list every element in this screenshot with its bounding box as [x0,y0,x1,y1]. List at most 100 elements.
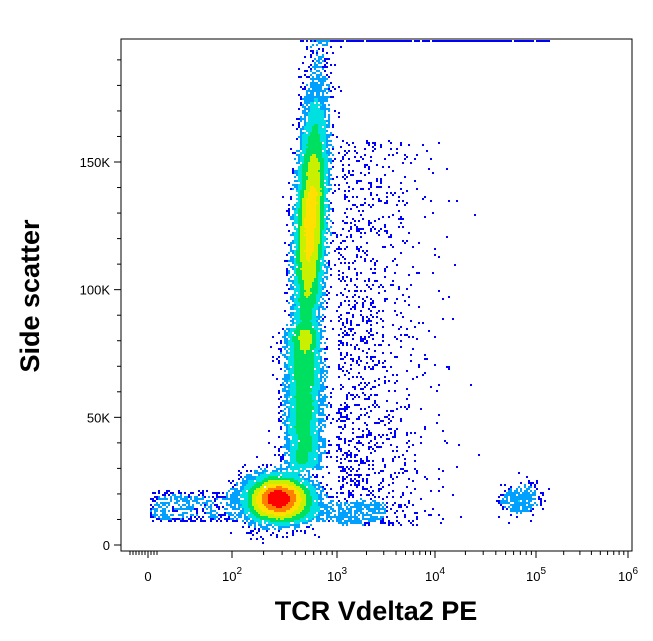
data-point [296,500,298,502]
data-point [290,312,292,314]
data-point [310,104,312,106]
data-point [310,444,312,446]
data-point [302,230,304,232]
data-point [294,452,296,454]
data-point [294,260,296,262]
data-point [302,296,304,298]
data-point [322,408,324,410]
data-point [344,154,346,156]
data-point [320,330,322,332]
data-point [304,376,306,378]
data-point [296,388,298,390]
data-point [298,244,300,246]
data-point [316,110,318,112]
data-point [320,178,322,180]
data-point [510,488,512,490]
data-point [328,506,330,508]
data-point [312,338,314,340]
data-point [294,302,296,304]
data-point [298,474,300,476]
data-point [266,526,268,528]
data-point [284,346,286,348]
data-point [320,402,322,404]
data-point [310,324,312,326]
data-point [304,372,306,374]
data-point [290,444,292,446]
data-point [292,298,294,300]
data-point [328,122,330,124]
data-point [308,220,310,222]
data-point [262,516,264,518]
data-point [288,386,290,388]
data-point [316,494,318,496]
data-point [310,110,312,112]
data-point [314,322,316,324]
data-point [316,88,318,90]
data-point [300,234,302,236]
data-point [240,504,242,506]
data-point [312,262,314,264]
data-point [318,168,320,170]
data-point [290,498,292,500]
data-point [304,422,306,424]
data-point [368,168,370,170]
data-point [304,448,306,450]
data-point [306,154,308,156]
data-point [286,434,288,436]
data-point [324,252,326,254]
data-point [322,220,324,222]
data-point [362,508,364,510]
data-point [296,428,298,430]
data-point [316,168,318,170]
data-point [246,496,248,498]
data-point [296,242,298,244]
data-point [314,114,316,116]
data-point [306,178,308,180]
data-point [326,484,328,486]
data-point [314,106,316,108]
data-point [314,330,316,332]
data-point [330,392,332,394]
data-point [306,122,308,124]
data-point [330,208,332,210]
data-point [326,100,328,102]
data-point [306,508,308,510]
data-point [328,502,330,504]
data-point [300,260,302,262]
data-point [318,420,320,422]
data-point [314,372,316,374]
data-point [320,438,322,440]
data-point [284,342,286,344]
data-point [340,432,342,434]
data-point [258,510,260,512]
data-point [330,168,332,170]
data-point [296,374,298,376]
data-point [306,268,308,270]
data-point [308,116,310,118]
data-point [292,384,294,386]
data-point [288,358,290,360]
data-point [312,218,314,220]
data-point [276,476,278,478]
data-point [296,312,298,314]
data-point [346,522,348,524]
data-point [296,348,298,350]
data-point [258,504,260,506]
data-point [312,516,314,518]
data-point [248,498,250,500]
data-point [312,152,314,154]
data-point [266,466,268,468]
data-point [304,220,306,222]
data-point [290,258,292,260]
data-point [266,484,268,486]
data-point [254,526,256,528]
data-point [276,358,278,360]
data-point [302,500,304,502]
data-point [322,176,324,178]
data-point [318,510,320,512]
data-point [290,378,292,380]
data-point [304,328,306,330]
data-point [306,148,308,150]
data-point [316,404,318,406]
data-point [306,500,308,502]
